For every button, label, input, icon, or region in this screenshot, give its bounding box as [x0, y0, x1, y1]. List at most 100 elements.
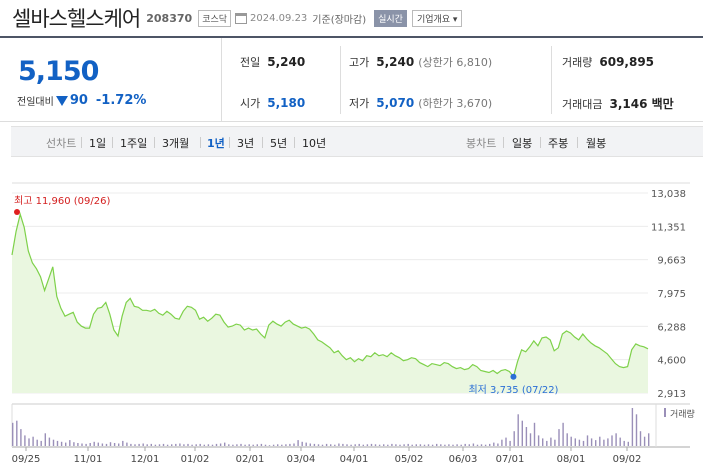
volume-bar [460, 444, 462, 446]
x-tick-label: 01/02 [181, 454, 210, 465]
volume-label: 거래량 [562, 56, 593, 69]
volume-bar [611, 435, 613, 446]
volume-bar [77, 443, 79, 446]
high-price: 고가 5,240 (상한가 6,810) [349, 54, 492, 70]
volume-bar [521, 420, 523, 446]
volume-bar [215, 443, 218, 446]
tab-monthly[interactable]: 월봉 [586, 137, 607, 150]
x-tick-label: 03/04 [287, 454, 316, 465]
volume-bar [69, 440, 71, 446]
quote-date: 2024.09.23 [250, 12, 308, 24]
tab-1w[interactable]: 1주일 [120, 137, 148, 150]
tab-daily[interactable]: 일봉 [512, 137, 533, 150]
volume-bar [444, 444, 446, 446]
volume-bar [407, 443, 409, 446]
x-tick-label: 09/25 [12, 454, 41, 465]
chart-grid [11, 182, 690, 448]
volume-bar [293, 443, 295, 446]
volume-bar [607, 438, 609, 446]
prev-close-value: 5,240 [267, 55, 306, 69]
volume-bar [166, 444, 169, 446]
volume-bar [285, 444, 287, 446]
x-tick-label: 08/01 [557, 454, 586, 465]
volume-bar [228, 444, 230, 446]
tab-1y[interactable]: 1년 [207, 137, 225, 150]
volume-bar [256, 444, 258, 446]
trade-amount: 거래대금 3,146 백만 [562, 95, 674, 112]
volume-bar [391, 443, 393, 446]
volume-bar [448, 444, 450, 446]
volume-bar [60, 441, 63, 446]
volume-bar [150, 443, 152, 446]
high-annotation: 최고 11,960 (09/26) [14, 195, 110, 207]
divider [577, 137, 578, 148]
volume-bar [403, 444, 405, 446]
volume-bar [615, 433, 617, 446]
volume-bar [378, 444, 381, 446]
y-tick-label: 4,600 [657, 356, 686, 367]
volume-bar [497, 443, 499, 446]
volume-bar [195, 444, 197, 446]
volume-bar [171, 444, 173, 446]
x-tick-label: 12/01 [131, 454, 160, 465]
price-change: 전일대비 90 -1.72% [17, 93, 146, 108]
tab-5y[interactable]: 5년 [270, 137, 288, 150]
divider [112, 137, 113, 148]
volume-bar [89, 443, 91, 446]
divider [229, 137, 230, 148]
volume-bar [513, 431, 515, 446]
volume-bar [643, 436, 646, 446]
price-area [11, 212, 649, 393]
tab-10y[interactable]: 10년 [302, 137, 327, 150]
volume-bar [456, 444, 458, 446]
volume-bar [158, 444, 161, 446]
volume-bar [346, 444, 348, 446]
company-overview-dropdown[interactable]: 기업개요 ▾ [411, 9, 463, 27]
volume-bar [338, 443, 340, 446]
volume-bar [574, 438, 576, 446]
volume-bar [101, 443, 104, 446]
tab-3m[interactable]: 3개월 [162, 137, 190, 150]
volume-bar [264, 444, 267, 446]
lower-limit: (하한가 3,670) [418, 97, 493, 110]
tab-weekly[interactable]: 주봉 [548, 137, 569, 150]
volume-bar [550, 437, 552, 446]
volume-bar [183, 444, 185, 446]
volume-bar [383, 444, 385, 446]
tab-3y[interactable]: 3년 [237, 137, 255, 150]
open-price: 시가 5,180 [240, 95, 305, 111]
volume-bar [387, 444, 389, 446]
volume-bar [627, 441, 629, 446]
realtime-button[interactable]: 실시간 [374, 9, 407, 27]
volume-bar [493, 442, 495, 446]
volume-bar [297, 440, 299, 446]
volume-bar [309, 443, 311, 446]
volume-bar [97, 442, 99, 446]
quote-panel: 5,150 전일대비 90 -1.72% 전일 5,240 시가 5,180 고… [0, 38, 703, 122]
volume-bar [619, 437, 621, 446]
change-percent: -1.72% [95, 93, 147, 108]
volume-bar [570, 436, 572, 446]
volume-bar [65, 442, 67, 446]
y-tick-label: 7,975 [657, 289, 686, 300]
volume-bar [595, 440, 597, 446]
volume-bar [211, 444, 214, 446]
volume-bar [464, 443, 466, 446]
high-marker [14, 209, 20, 215]
y-tick-label: 13,038 [651, 189, 686, 200]
volume-bar [40, 440, 42, 446]
amount-label: 거래대금 [562, 98, 603, 111]
x-tick-label: 05/02 [395, 454, 424, 465]
volume-bar [431, 444, 434, 446]
divider [551, 46, 552, 114]
volume-bar [623, 440, 625, 446]
volume-bar [313, 443, 316, 446]
volume-bar [73, 442, 75, 446]
volume-bar [321, 444, 324, 446]
volume-bar [648, 433, 650, 446]
volume-bar [191, 444, 193, 446]
volume-bar [546, 440, 548, 446]
amount-value: 3,146 백만 [609, 97, 674, 111]
volume-bar [354, 444, 356, 446]
tab-1d[interactable]: 1일 [89, 137, 107, 150]
